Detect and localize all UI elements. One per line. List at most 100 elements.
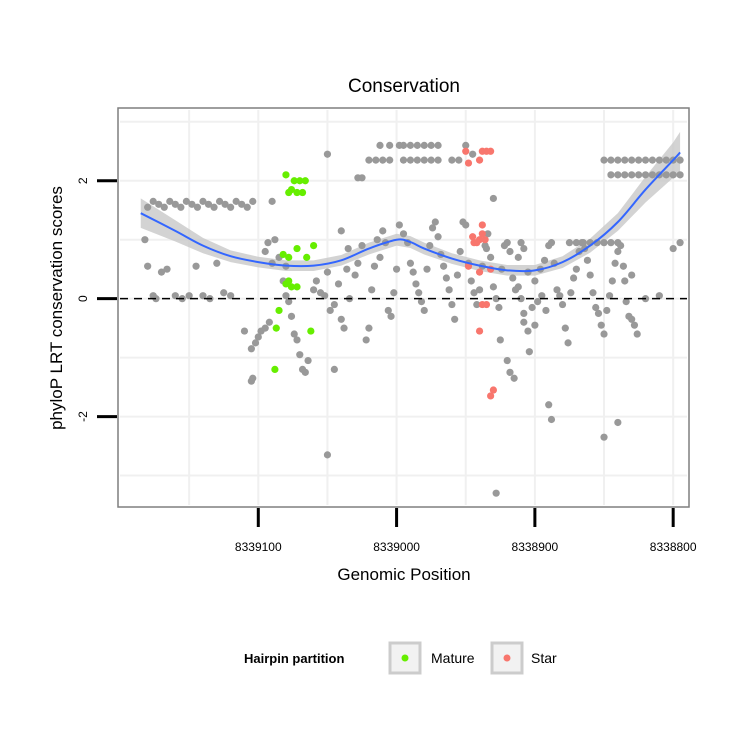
point-mature — [285, 277, 293, 285]
point-other — [628, 156, 636, 164]
point-other — [312, 277, 320, 285]
point-other — [144, 203, 152, 211]
point-other — [354, 259, 362, 267]
chart-title: Conservation — [348, 76, 460, 97]
point-other — [641, 171, 650, 179]
point-other — [293, 336, 301, 344]
point-other — [621, 156, 629, 164]
point-other — [232, 197, 240, 205]
point-other — [166, 197, 174, 205]
point-star — [481, 236, 489, 244]
point-other — [597, 321, 605, 329]
point-other — [534, 298, 542, 306]
point-mature — [290, 177, 298, 185]
point-other — [586, 271, 594, 279]
point-other — [603, 306, 611, 315]
point-other — [323, 150, 332, 158]
point-other — [634, 156, 643, 164]
point-other — [268, 197, 276, 205]
point-other — [506, 247, 514, 256]
point-other — [310, 286, 318, 294]
point-other — [662, 156, 670, 164]
point-other — [362, 336, 370, 344]
y-tick-label: 2 — [76, 177, 90, 184]
point-mature — [271, 365, 279, 374]
point-other — [399, 141, 408, 149]
point-other — [249, 374, 257, 382]
point-star — [470, 239, 478, 247]
point-star — [475, 156, 484, 164]
point-other — [520, 244, 528, 253]
point-other — [621, 171, 629, 179]
point-other — [285, 298, 293, 306]
point-other — [487, 253, 495, 261]
point-star — [487, 147, 495, 155]
point-mature — [293, 283, 301, 291]
smooth-confidence-band — [140, 131, 681, 276]
point-other — [323, 451, 332, 459]
point-other — [456, 247, 464, 256]
point-other — [633, 330, 641, 338]
point-other — [469, 150, 477, 158]
point-other — [406, 156, 415, 164]
point-other — [600, 330, 608, 338]
point-other — [215, 197, 224, 205]
point-other — [251, 339, 260, 347]
point-other — [358, 241, 366, 250]
point-other — [326, 306, 334, 315]
point-other — [614, 171, 622, 179]
point-other — [503, 239, 511, 247]
point-other — [249, 197, 257, 205]
point-other — [453, 271, 462, 279]
point-other — [434, 141, 442, 149]
point-other — [334, 280, 343, 288]
point-other — [337, 315, 345, 323]
point-other — [614, 239, 622, 247]
point-other — [520, 309, 528, 317]
point-other — [475, 286, 484, 294]
point-star — [475, 236, 484, 244]
y-axis-label: phyloP LRT conservation scores — [47, 186, 66, 430]
point-other — [287, 312, 296, 320]
point-other — [392, 265, 401, 273]
point-other — [482, 244, 491, 253]
point-other — [594, 309, 603, 317]
point-other — [641, 156, 650, 164]
point-other — [351, 271, 359, 279]
point-other — [254, 333, 262, 341]
point-other — [579, 239, 587, 247]
point-other — [220, 289, 228, 297]
point-other — [614, 247, 622, 256]
point-other — [344, 244, 352, 253]
point-other — [188, 200, 196, 208]
points-mature — [271, 171, 318, 374]
point-other — [630, 321, 639, 329]
point-other — [413, 141, 421, 149]
point-other — [406, 259, 415, 267]
point-other — [520, 318, 528, 326]
y-tick-label: -2 — [76, 411, 90, 422]
point-other — [182, 197, 190, 205]
point-other — [607, 171, 615, 179]
point-other — [556, 292, 564, 300]
point-other — [628, 315, 636, 323]
point-other — [282, 292, 290, 300]
point-star — [478, 300, 486, 309]
point-other — [525, 348, 533, 356]
point-other — [600, 156, 608, 164]
point-other — [301, 368, 309, 376]
point-other — [448, 300, 456, 309]
point-other — [290, 330, 298, 338]
point-star — [475, 327, 484, 335]
y-tick-label: 0 — [76, 295, 90, 302]
smooth-line — [140, 151, 681, 273]
point-star — [478, 230, 486, 238]
point-other — [265, 318, 273, 326]
point-other — [304, 356, 312, 365]
point-other — [517, 239, 525, 247]
legend-title: Hairpin partition — [244, 651, 344, 666]
point-other — [399, 156, 408, 164]
point-other — [495, 303, 503, 312]
point-mature — [296, 177, 304, 185]
